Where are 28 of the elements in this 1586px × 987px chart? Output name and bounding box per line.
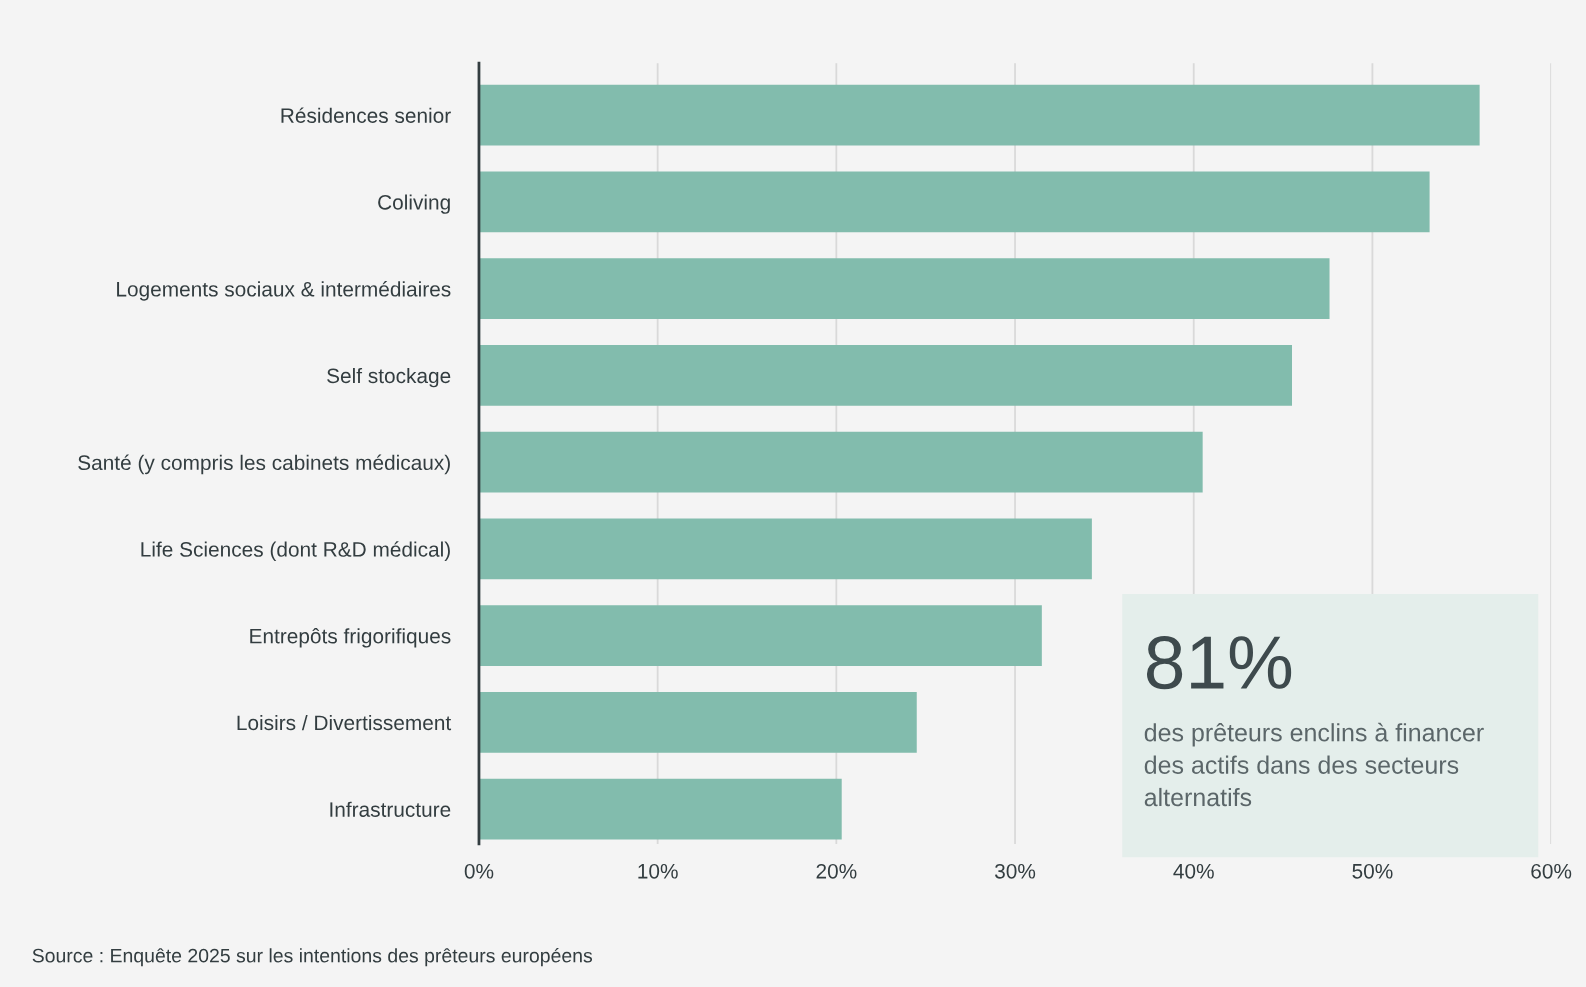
x-tick-label: 60% <box>1531 863 1572 879</box>
x-tick-label: 50% <box>1352 863 1393 879</box>
annotation: 81% <box>1146 636 1292 690</box>
annotation: des prêteurs enclins à financer des actifs dans des secteurs alternatifs <box>1144 722 1484 807</box>
bar <box>478 692 917 753</box>
y-tick-label: Santé (y compris les cabinets médicaux) <box>78 454 450 475</box>
y-tick-label: Entrepôts frigorifiques <box>250 628 451 648</box>
bar <box>478 518 1092 580</box>
y-tick-label: Life Sciences (dont R&D médical) <box>141 541 450 561</box>
y-tick-label: Logements sociaux & intermédiaires <box>117 281 451 301</box>
y-tick-label: Self stockage <box>327 367 451 388</box>
source-note: Source : Enquête 2025 sur les intentions des prêteurs européens <box>32 948 593 967</box>
bar <box>478 345 1293 406</box>
x-tick-label: 30% <box>994 863 1036 879</box>
bar <box>478 778 842 840</box>
y-tick-label: Loisirs / Divertissement <box>237 714 452 731</box>
bar <box>478 431 1203 493</box>
bar <box>478 84 1480 146</box>
x-tick-label: 10% <box>638 863 678 879</box>
bar <box>478 605 1042 667</box>
x-tick-label: 20% <box>816 863 857 879</box>
x-tick-label: 40% <box>1173 863 1214 879</box>
x-tick-label: 0% <box>464 863 494 879</box>
bar <box>478 171 1430 233</box>
bar <box>478 258 1330 320</box>
y-tick-label: Infrastructure <box>330 801 451 817</box>
y-tick-label: Résidences senior <box>281 107 451 123</box>
y-tick-label: Coliving <box>378 194 450 214</box>
